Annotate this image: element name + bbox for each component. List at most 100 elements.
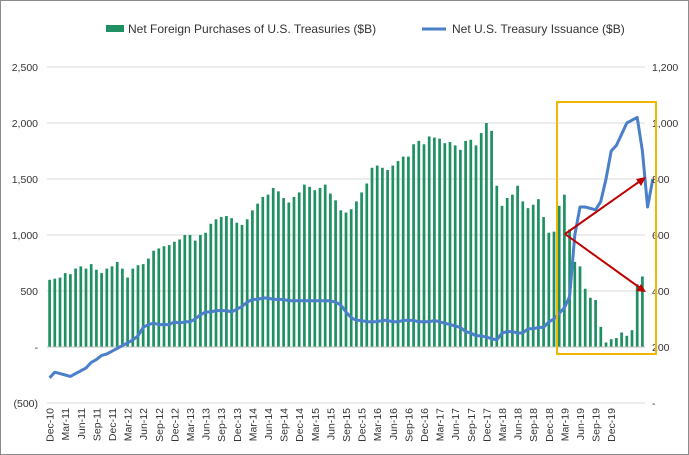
bar [297, 192, 301, 347]
bar [453, 145, 457, 347]
x-tick-label: Mar-14 [247, 408, 259, 441]
x-tick-label: Sep-15 [341, 408, 353, 442]
x-tick-label: Dec-18 [544, 408, 556, 442]
bar [360, 192, 363, 347]
bar [609, 339, 613, 347]
bar [401, 156, 405, 347]
bar [251, 210, 254, 347]
series-line [48, 115, 655, 379]
bar [147, 258, 150, 347]
x-tick-label: Mar-15 [310, 408, 322, 441]
bar [381, 167, 384, 347]
bar [589, 297, 592, 347]
bar [459, 149, 462, 347]
bar [500, 205, 504, 347]
bar [526, 208, 530, 347]
bar [599, 326, 603, 347]
bar [313, 190, 317, 347]
bar [422, 144, 426, 347]
bar [339, 210, 343, 347]
arrow-down [564, 233, 644, 291]
x-tick-label: Mar-17 [435, 408, 447, 441]
y-axis-right: - 200 400 600 800 1,000 1,200 [652, 62, 678, 410]
bar [630, 330, 634, 347]
y-right-tick-label: - [652, 398, 656, 410]
bar [349, 209, 353, 347]
bar [183, 235, 187, 347]
line-series [48, 115, 655, 379]
bar [126, 277, 129, 347]
bar [531, 204, 535, 347]
x-tick-label: Jun-17 [450, 408, 462, 440]
bar [230, 218, 233, 347]
bar [433, 137, 436, 347]
bar [516, 185, 519, 347]
bar [505, 198, 509, 347]
bar [245, 219, 249, 347]
bar [219, 217, 223, 347]
y-left-tick-label: 1,500 [12, 174, 38, 186]
bar [204, 232, 207, 347]
bar [407, 156, 410, 347]
bar [464, 140, 467, 347]
legend-swatch-bars [106, 25, 124, 32]
bar [48, 279, 51, 347]
bar [583, 288, 587, 347]
bar [396, 161, 400, 347]
y-right-tick-label: 600 [652, 230, 670, 242]
y-right-tick-label: 800 [652, 174, 670, 186]
x-tick-label: Sep-17 [466, 408, 478, 442]
x-tick-label: Dec-19 [606, 408, 618, 442]
bar [136, 265, 140, 347]
bar [84, 268, 88, 347]
bar [635, 284, 639, 347]
x-tick-label: Jun-11 [76, 408, 88, 439]
bar [334, 200, 337, 347]
x-tick-label: Sep-12 [154, 408, 166, 442]
bar [511, 194, 514, 347]
bar [469, 139, 473, 347]
bar [95, 269, 98, 347]
bar [552, 231, 556, 347]
y-axis-left: (500) - 500 1,000 1,500 2,000 2,500 [12, 62, 39, 410]
bar [375, 165, 379, 347]
x-tick-label: Sep-18 [528, 408, 540, 442]
arrow-up-head [636, 177, 646, 186]
x-tick-label: Mar-13 [185, 408, 197, 441]
y-left-tick-label: - [35, 342, 39, 354]
bar [167, 245, 171, 347]
bar [303, 184, 306, 347]
bar [282, 198, 285, 347]
y-left-tick-label: (500) [13, 398, 38, 410]
bar [417, 140, 421, 347]
bar [615, 338, 618, 347]
bar [141, 264, 145, 347]
y-right-tick-label: 1,000 [652, 118, 678, 130]
highlight-box [556, 101, 657, 355]
bar [240, 224, 244, 347]
bar [131, 268, 135, 347]
bar [485, 123, 488, 347]
bar [105, 268, 109, 347]
y-left-tick-label: 2,500 [12, 62, 38, 74]
bar [225, 215, 228, 347]
bar [100, 273, 103, 347]
bar [79, 266, 83, 347]
bar [542, 217, 545, 347]
bar [235, 222, 239, 347]
bar [443, 143, 447, 347]
bar [261, 196, 265, 347]
bar [578, 266, 582, 347]
x-tick-label: Mar-12 [123, 408, 135, 441]
bar [573, 261, 577, 347]
legend: Net Foreign Purchases of U.S. Treasuries… [106, 22, 625, 36]
bar [620, 332, 623, 347]
bar [63, 273, 67, 347]
bar [323, 184, 327, 347]
x-tick-label: Jun-18 [513, 408, 525, 440]
x-tick-label: Jun-16 [388, 408, 400, 440]
bar [256, 203, 259, 347]
x-tick-label: Dec-12 [169, 408, 181, 442]
annotations [556, 101, 657, 355]
bar [53, 278, 57, 347]
